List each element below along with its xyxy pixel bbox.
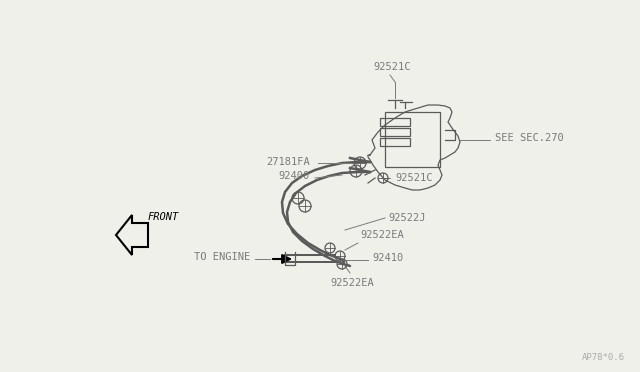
Text: 92410: 92410 (372, 253, 403, 263)
Text: 92522EA: 92522EA (360, 230, 404, 240)
Bar (385, 112, 440, 167)
Bar (380, 138, 410, 146)
Text: 92522J: 92522J (388, 213, 426, 223)
Text: 92521C: 92521C (395, 173, 433, 183)
Text: 92400: 92400 (279, 171, 310, 181)
Text: FRONT: FRONT (148, 212, 179, 222)
Text: 92521C: 92521C (373, 62, 411, 72)
Text: AP78*0.6: AP78*0.6 (582, 353, 625, 362)
Text: TO ENGINE: TO ENGINE (194, 252, 250, 262)
Text: 92522EA: 92522EA (330, 278, 374, 288)
Text: SEE SEC.270: SEE SEC.270 (495, 133, 564, 143)
Bar (380, 118, 410, 126)
Text: 27181FA: 27181FA (266, 157, 310, 167)
Bar (380, 128, 410, 136)
